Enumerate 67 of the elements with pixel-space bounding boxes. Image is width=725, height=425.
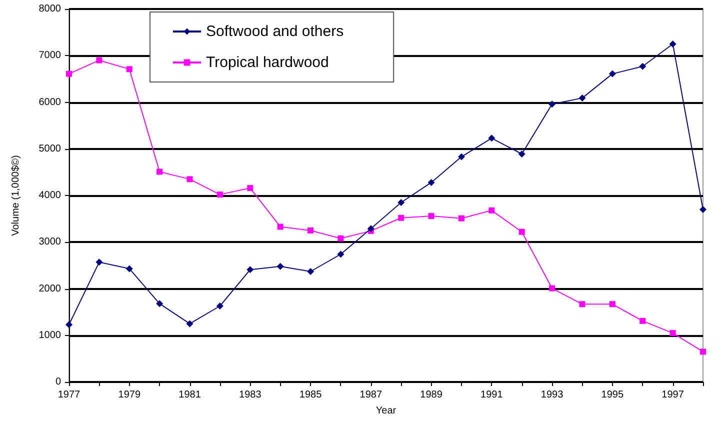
point	[126, 66, 132, 72]
x-tick-label: 1989	[420, 390, 443, 400]
point	[700, 206, 706, 213]
x-tick-label: 1979	[118, 390, 141, 400]
point	[639, 62, 646, 70]
point	[277, 224, 284, 230]
y-tick-label: 0	[55, 376, 62, 388]
point	[518, 150, 526, 158]
point	[428, 178, 435, 186]
x-tick-label: 1991	[480, 390, 504, 400]
point	[186, 320, 194, 328]
point	[578, 94, 586, 102]
point	[398, 198, 405, 206]
y-tick-label: 7000	[38, 50, 62, 62]
point	[549, 285, 556, 292]
point	[609, 301, 616, 308]
x-tick-label: 1987	[360, 390, 382, 400]
point	[458, 153, 465, 160]
point	[518, 228, 525, 235]
point	[458, 215, 464, 222]
x-tick-label: 1983	[239, 390, 262, 400]
point	[66, 70, 72, 77]
point	[276, 262, 284, 270]
point	[156, 168, 163, 175]
point	[488, 207, 495, 214]
y-tick-label: 3000	[38, 236, 62, 248]
point	[700, 348, 706, 355]
point	[669, 40, 676, 48]
point	[307, 268, 314, 275]
x-tick-label: 1993	[540, 390, 564, 400]
point	[126, 265, 133, 272]
point	[670, 330, 676, 336]
point	[338, 235, 344, 242]
point	[428, 213, 434, 220]
x-tick-label: 1997	[662, 390, 684, 400]
legend-label: Tropical hardwood	[206, 54, 329, 71]
y-tick-label: 8000	[38, 4, 62, 14]
point	[579, 301, 586, 308]
point	[337, 250, 344, 258]
point	[216, 302, 224, 310]
point	[608, 70, 616, 78]
y-tick-label: 1000	[38, 330, 62, 341]
x-tick-label: 1985	[299, 390, 322, 400]
point	[548, 100, 556, 108]
x-axis-title: Year	[376, 406, 397, 416]
point	[216, 192, 223, 198]
y-tick-label: 2000	[38, 283, 62, 294]
x-tick-label: 1977	[58, 390, 81, 400]
point	[156, 300, 164, 308]
y-tick-label: 5000	[38, 143, 62, 154]
point	[488, 134, 496, 142]
point	[96, 258, 103, 266]
point	[66, 321, 72, 328]
x-tick-label: 1981	[178, 390, 202, 400]
y-tick-label: 4000	[38, 190, 62, 201]
x-tick-label: 1995	[601, 390, 624, 400]
y-axis-title: Volume (1,000$©)	[10, 155, 22, 236]
point	[246, 266, 254, 274]
y-tick-label: 6000	[38, 96, 62, 108]
point	[640, 318, 646, 324]
legend-label: Softwood and others	[206, 23, 344, 40]
point	[398, 214, 404, 221]
point	[186, 176, 193, 182]
point	[247, 185, 254, 192]
point	[96, 57, 102, 64]
point	[308, 227, 314, 234]
point	[367, 225, 374, 232]
